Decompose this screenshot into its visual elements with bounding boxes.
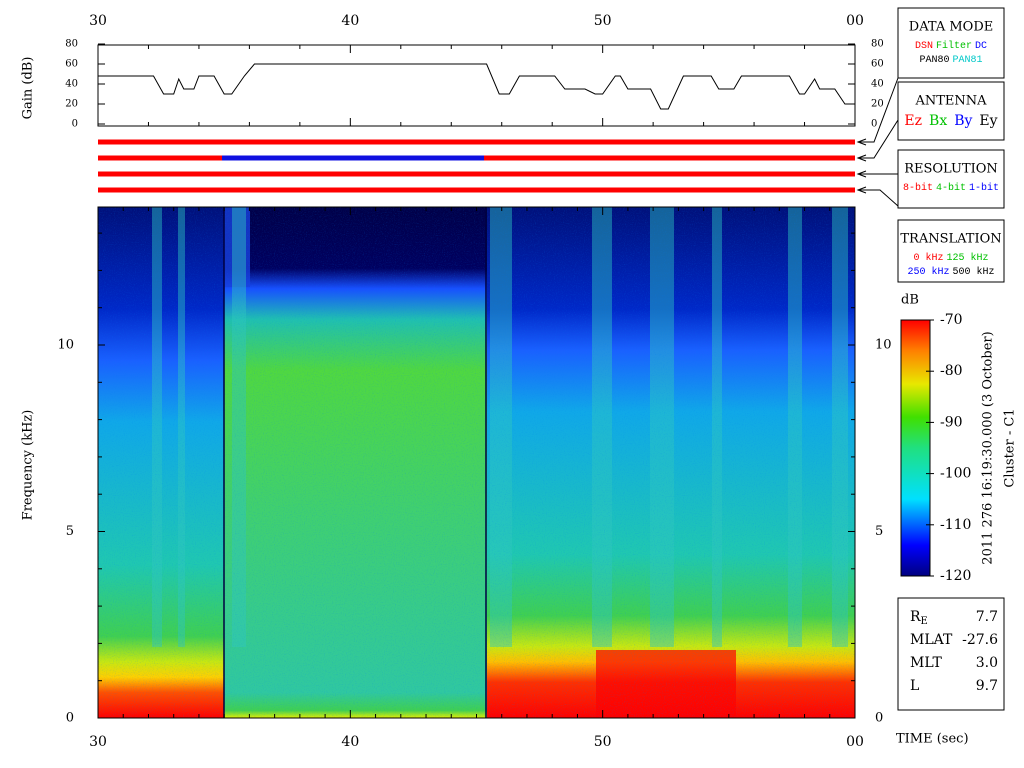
x-tick-label: 40 bbox=[341, 13, 359, 29]
legend-item: 250 kHz bbox=[907, 266, 949, 278]
caption: Cluster - C1 bbox=[1003, 408, 1018, 487]
colorbar-label: dB bbox=[901, 293, 919, 308]
spectrogram-noise bbox=[98, 207, 855, 718]
y-axis-title: Gain (dB) bbox=[21, 57, 36, 120]
y-tick-label: 40 bbox=[871, 79, 884, 90]
legend-item: 4-bit bbox=[936, 182, 966, 194]
legend-item: 0 kHz bbox=[913, 252, 943, 264]
caption: 2011 276 16:19:30.000 (3 October) bbox=[981, 331, 996, 564]
info-label: MLAT bbox=[910, 632, 953, 648]
y-tick-label: 80 bbox=[871, 39, 884, 50]
info-label: MLT bbox=[910, 655, 942, 671]
legend-item: PAN81 bbox=[953, 55, 983, 66]
colorbar-tick-label: -70 bbox=[940, 312, 963, 328]
colorbar-tick-label: -80 bbox=[940, 363, 963, 379]
legend-item: By bbox=[954, 113, 972, 129]
info-label: L bbox=[910, 678, 919, 694]
x-tick-label: 00 bbox=[846, 734, 864, 750]
y-tick-label: 10 bbox=[57, 338, 74, 353]
y-tick-label: 5 bbox=[66, 524, 74, 539]
colorbar-tick-label: -110 bbox=[940, 517, 971, 533]
x-tick-label: 30 bbox=[89, 734, 107, 750]
colorbar-tick-label: -120 bbox=[940, 568, 971, 584]
colorbar-tick-label: -100 bbox=[940, 466, 971, 482]
legend-item: Ez bbox=[904, 113, 922, 129]
y-tick-label: 0 bbox=[72, 119, 78, 130]
legend-item: PAN80 bbox=[919, 55, 949, 66]
y-tick-label: 80 bbox=[65, 39, 78, 50]
y-tick-label: 20 bbox=[65, 99, 78, 110]
legend-item: 125 kHz bbox=[947, 252, 989, 264]
legend-item: 8-bit bbox=[903, 182, 933, 194]
legend-box bbox=[897, 81, 1005, 141]
legend-line: DSN Filter DC bbox=[915, 40, 987, 52]
legend-item: Filter bbox=[936, 40, 972, 52]
info-sub: E bbox=[921, 616, 928, 627]
y-tick-label: 5 bbox=[875, 524, 883, 539]
x-tick-label: 40 bbox=[341, 734, 359, 750]
x-axis-title: TIME (sec) bbox=[896, 732, 969, 747]
connector bbox=[860, 189, 899, 207]
legend-box bbox=[897, 149, 1005, 209]
legend-item: DC bbox=[975, 41, 987, 52]
y-tick-label: 0 bbox=[66, 711, 74, 726]
legend-line: Ez Bx By Ey bbox=[904, 113, 997, 129]
info-value: 9.7 bbox=[976, 678, 998, 694]
legend-line: 250 kHz 500 kHz bbox=[907, 266, 994, 278]
info-label: RE bbox=[910, 609, 928, 627]
info-value: 3.0 bbox=[976, 655, 998, 671]
legend-title: RESOLUTION bbox=[904, 162, 998, 177]
legend-box bbox=[897, 219, 1005, 283]
y-tick-label: 10 bbox=[875, 338, 892, 353]
spectrogram bbox=[98, 207, 855, 718]
legend-line: 0 kHz 125 kHz bbox=[913, 252, 988, 264]
y-axis-title: Frequency (kHz) bbox=[21, 410, 36, 521]
legend-title: DATA MODE bbox=[909, 20, 993, 35]
x-tick-label: 30 bbox=[89, 13, 107, 29]
legend-item: 1-bit bbox=[969, 182, 999, 194]
connectors bbox=[856, 77, 899, 207]
connector bbox=[860, 119, 899, 159]
legend-item: DSN bbox=[915, 41, 933, 52]
arrowheads bbox=[856, 138, 867, 194]
x-tick-label: 00 bbox=[846, 13, 864, 29]
info-box bbox=[897, 597, 1005, 711]
legend-title: TRANSLATION bbox=[900, 232, 1001, 247]
gain-frame bbox=[97, 44, 856, 127]
y-tick-label: 0 bbox=[875, 711, 883, 726]
connector bbox=[860, 77, 899, 143]
legend-line: PAN80 PAN81 bbox=[919, 55, 982, 66]
y-tick-label: 60 bbox=[871, 59, 884, 70]
legend-title: ANTENNA bbox=[914, 94, 987, 109]
colorbar-tick-label: -90 bbox=[940, 414, 963, 430]
legend-item: Bx bbox=[929, 113, 947, 129]
legend-box bbox=[897, 7, 1005, 79]
mode-bars bbox=[98, 139, 855, 193]
y-tick-label: 20 bbox=[871, 99, 884, 110]
x-tick-label: 50 bbox=[594, 13, 612, 29]
legend-item: Ey bbox=[979, 113, 997, 129]
info-value: -27.6 bbox=[962, 632, 998, 648]
y-tick-label: 60 bbox=[65, 59, 78, 70]
y-tick-label: 0 bbox=[871, 119, 877, 130]
x-tick-label: 50 bbox=[594, 734, 612, 750]
y-tick-label: 40 bbox=[65, 79, 78, 90]
info-value: 7.7 bbox=[976, 609, 998, 625]
gain-line bbox=[98, 63, 855, 110]
legend-line: 8-bit 4-bit 1-bit bbox=[903, 182, 999, 194]
legend-item: 500 kHz bbox=[953, 266, 995, 278]
colorbar bbox=[900, 319, 931, 577]
